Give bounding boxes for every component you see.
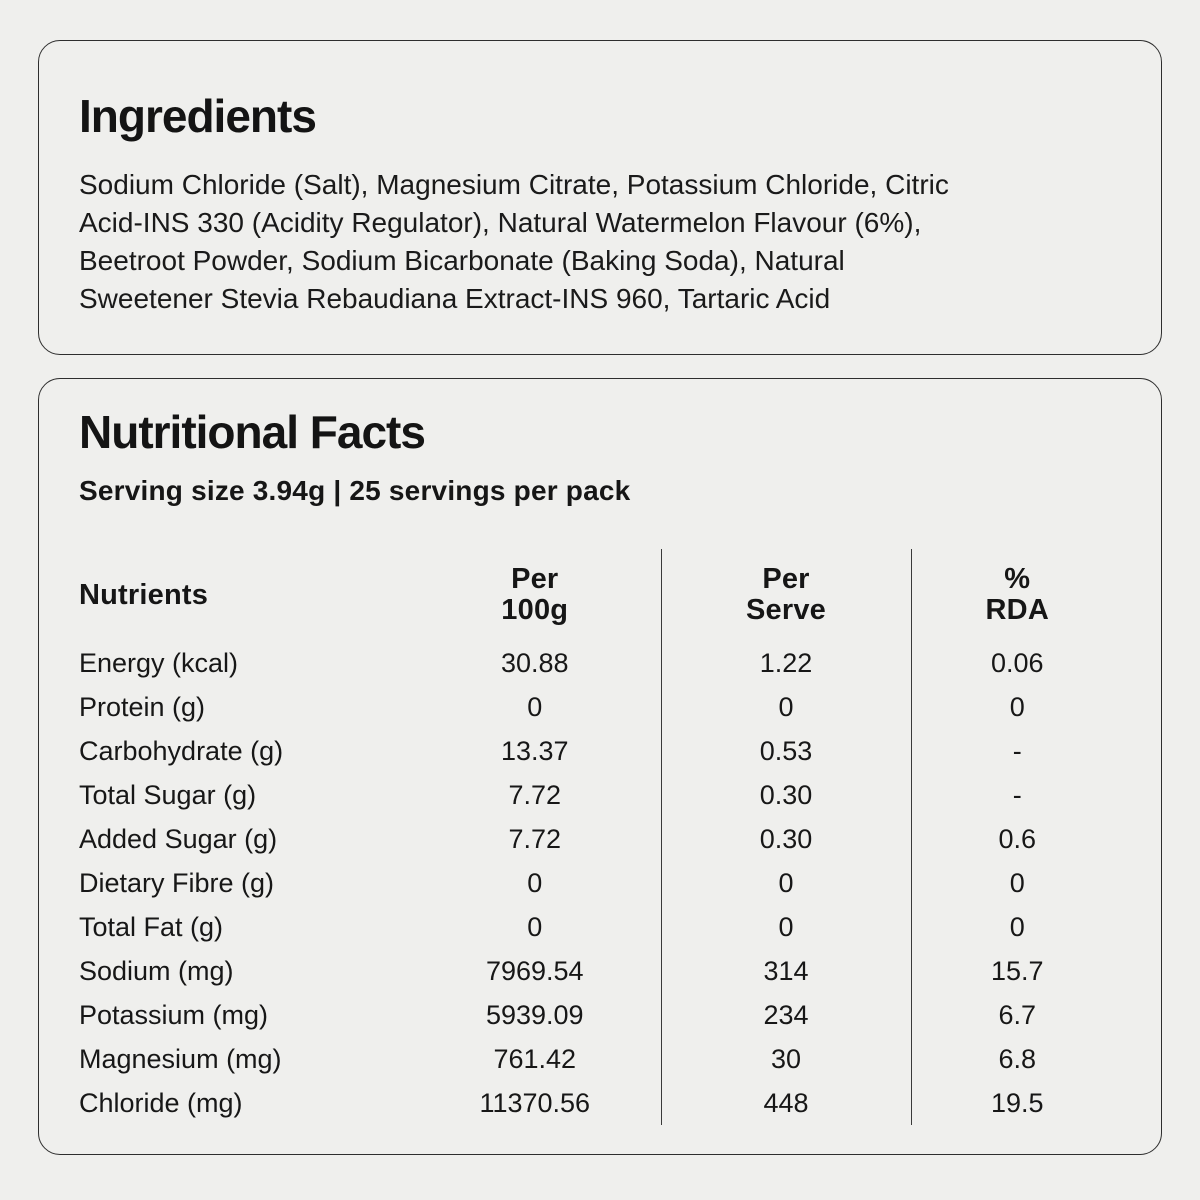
cell-rda: 6.8 <box>910 1037 1123 1081</box>
cell-per-100g: 7.72 <box>508 823 562 854</box>
table-header-row: Nutrients Per 100g Per Serve % RDA <box>79 549 1123 641</box>
column-header-rda: % RDA <box>910 549 1123 641</box>
column-header-per-serve: Per Serve <box>660 549 911 641</box>
ingredients-card: Ingredients Sodium Chloride (Salt), Magn… <box>38 40 1162 355</box>
cell-nutrient: Total Sugar (g) <box>79 779 257 810</box>
column-header-per-100g: Per 100g <box>501 563 569 626</box>
cell-per-serve: 1.22 <box>660 641 911 685</box>
cell-nutrient: Total Fat (g) <box>79 911 224 942</box>
cell-rda: 0.06 <box>910 641 1123 685</box>
nutrition-table-body: Energy (kcal) 30.88 1.22 0.06 Protein (g) 0 0 0… <box>79 641 1123 1125</box>
cell-per-100g: 7969.54 <box>485 955 584 986</box>
cell-per-100g: 761.42 <box>493 1043 577 1074</box>
cell-per-serve: 0.30 <box>660 817 911 861</box>
cell-nutrient: Added Sugar (g) <box>79 823 278 854</box>
cell-per-serve: 0 <box>660 685 911 729</box>
table-row: Carbohydrate (g) 13.37 0.53- <box>79 729 1123 773</box>
cell-per-100g: 7.72 <box>508 779 562 810</box>
cell-per-serve: 0.53 <box>660 729 911 773</box>
cell-per-100g: 13.37 <box>500 735 569 766</box>
nutrition-table: Nutrients Per 100g Per Serve % RDA Energ… <box>79 549 1123 1125</box>
table-row: Protein (g) 0 0 0 <box>79 685 1123 729</box>
cell-per-100g: 11370.56 <box>479 1087 591 1118</box>
ingredients-title: Ingredients <box>79 90 317 142</box>
cell-per-serve: 448 <box>660 1081 911 1125</box>
cell-nutrient: Sodium (mg) <box>79 955 234 986</box>
column-header-nutrients: Nutrients <box>79 578 209 611</box>
table-row: Sodium (mg) 7969.54 314 15.7 <box>79 949 1123 993</box>
table-row: Magnesium (mg) 761.42 30 6.8 <box>79 1037 1123 1081</box>
cell-rda: - <box>910 729 1123 773</box>
cell-rda: 6.7 <box>910 993 1123 1037</box>
cell-per-100g: 0 <box>527 867 543 898</box>
cell-rda: 0 <box>910 685 1123 729</box>
table-row: Added Sugar (g) 7.72 0.30 0.6 <box>79 817 1123 861</box>
cell-per-100g: 30.88 <box>500 647 569 678</box>
cell-nutrient: Protein (g) <box>79 691 206 722</box>
cell-rda: 19.5 <box>910 1081 1123 1125</box>
nutrition-title: Nutritional Facts <box>79 406 426 458</box>
ingredients-text: Sodium Chloride (Salt), Magnesium Citrat… <box>79 166 1121 318</box>
ingredients-text-line: Sodium Chloride (Salt), Magnesium Citrat… <box>79 169 949 200</box>
cell-per-100g: 0 <box>527 691 543 722</box>
nutrition-card: Nutritional Facts Serving size 3.94g | 2… <box>38 378 1162 1155</box>
cell-nutrient: Carbohydrate (g) <box>79 735 284 766</box>
cell-nutrient: Energy (kcal) <box>79 647 239 678</box>
table-row: Potassium (mg) 5939.09 234 6.7 <box>79 993 1123 1037</box>
cell-per-100g: 5939.09 <box>485 999 584 1030</box>
cell-nutrient: Magnesium (mg) <box>79 1043 282 1074</box>
cell-rda: 0 <box>910 861 1123 905</box>
cell-per-100g: 0 <box>527 911 543 942</box>
table-row: Chloride (mg) 11370.56 448 19.5 <box>79 1081 1123 1125</box>
cell-nutrient: Dietary Fibre (g) <box>79 867 275 898</box>
ingredients-text-line: Acid-INS 330 (Acidity Regulator), Natura… <box>79 207 922 238</box>
cell-rda: 0 <box>910 905 1123 949</box>
cell-per-serve: 234 <box>660 993 911 1037</box>
cell-rda: - <box>910 773 1123 817</box>
cell-per-serve: 30 <box>660 1037 911 1081</box>
serving-size-line: Serving size 3.94g | 25 servings per pac… <box>79 475 631 506</box>
table-row: Dietary Fibre (g) 0 0 0 <box>79 861 1123 905</box>
table-row: Energy (kcal) 30.88 1.22 0.06 <box>79 641 1123 685</box>
cell-nutrient: Chloride (mg) <box>79 1087 243 1118</box>
cell-rda: 15.7 <box>910 949 1123 993</box>
table-row: Total Fat (g) 0 0 0 <box>79 905 1123 949</box>
ingredients-text-line: Beetroot Powder, Sodium Bicarbonate (Bak… <box>79 245 845 276</box>
table-row: Total Sugar (g) 7.72 0.30- <box>79 773 1123 817</box>
cell-nutrient: Potassium (mg) <box>79 999 269 1030</box>
cell-rda: 0.6 <box>910 817 1123 861</box>
cell-per-serve: 0.30 <box>660 773 911 817</box>
cell-per-serve: 314 <box>660 949 911 993</box>
cell-per-serve: 0 <box>660 861 911 905</box>
cell-per-serve: 0 <box>660 905 911 949</box>
ingredients-text-line: Sweetener Stevia Rebaudiana Extract-INS … <box>79 283 831 314</box>
